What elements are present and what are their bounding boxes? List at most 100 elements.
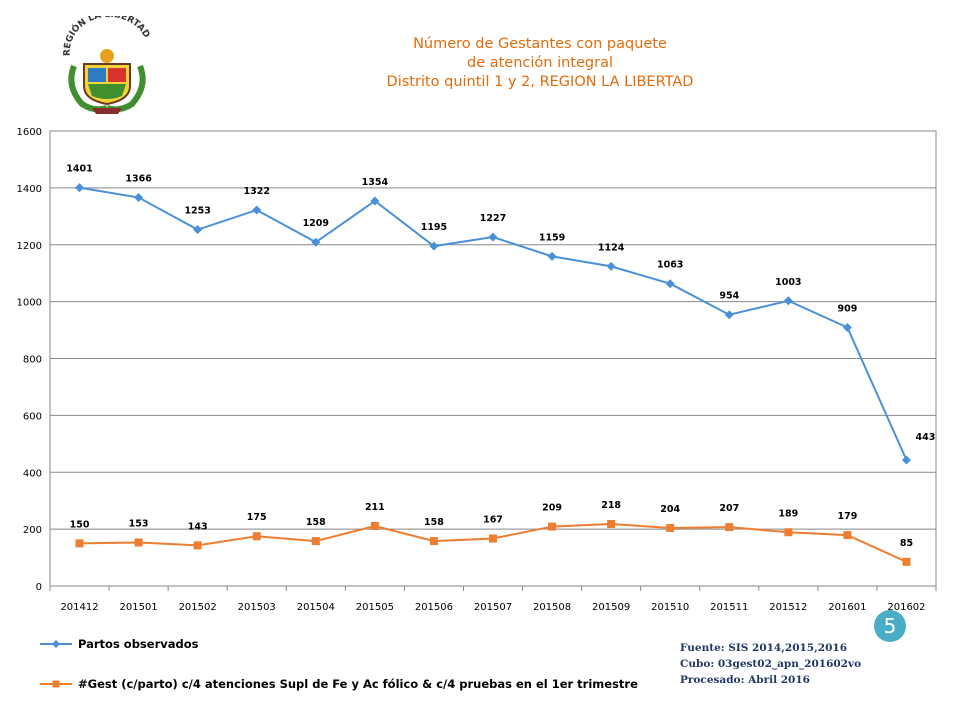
- data-point-series-1: [193, 225, 203, 235]
- data-label-series-2: 179: [837, 511, 857, 522]
- x-tick-label: 201511: [710, 602, 748, 613]
- data-point-series-1: [665, 279, 675, 289]
- data-point-series-1: [901, 455, 911, 465]
- data-point-series-2: [784, 528, 793, 537]
- data-label-series-2: 207: [719, 503, 739, 514]
- data-point-series-1: [311, 237, 321, 247]
- data-label-series-1: 1124: [598, 242, 625, 253]
- data-point-series-2: [902, 557, 911, 566]
- data-label-series-2: 158: [424, 517, 444, 528]
- processed-line: Procesado: Abril 2016: [680, 674, 810, 686]
- data-label-series-1: 1159: [539, 232, 565, 243]
- data-label-series-1: 1322: [244, 186, 270, 197]
- data-label-series-2: 150: [70, 519, 90, 530]
- x-tick-label: 201509: [592, 602, 630, 613]
- chart-title-line3: Distrito quintil 1 y 2, REGION LA LIBERT…: [386, 74, 694, 90]
- data-label-series-1: 954: [719, 291, 739, 302]
- y-tick-label: 600: [23, 411, 42, 422]
- legend-marker-diamond-icon: [40, 640, 72, 648]
- x-tick-label: 201504: [297, 602, 335, 613]
- x-tick-label: 201502: [179, 602, 217, 613]
- y-tick-label: 200: [23, 525, 42, 536]
- y-tick-label: 1000: [17, 298, 42, 309]
- data-label-series-2: 189: [778, 508, 798, 519]
- data-label-series-2: 209: [542, 503, 562, 514]
- data-label-series-2: 143: [188, 521, 208, 532]
- data-point-series-1: [842, 323, 852, 333]
- data-point-series-2: [311, 537, 320, 546]
- data-point-series-2: [429, 537, 438, 546]
- y-tick-label: 1400: [17, 184, 42, 195]
- data-label-series-2: 218: [601, 500, 621, 511]
- y-tick-label: 1600: [17, 127, 42, 138]
- x-tick-label: 201602: [887, 602, 925, 613]
- data-point-series-2: [252, 532, 261, 541]
- line-chart: 0 200 400 600 800 1000 1200 1400 1600 201412 20150…: [17, 127, 937, 613]
- data-point-series-2: [489, 534, 497, 543]
- data-point-series-1: [547, 251, 557, 261]
- data-point-series-1: [252, 205, 262, 215]
- data-label-series-2: 175: [247, 512, 267, 523]
- x-tick-label: 201507: [474, 602, 512, 613]
- data-label-series-1: 1227: [480, 213, 506, 224]
- plot-area: [49, 130, 937, 587]
- x-tick-label: 201601: [828, 602, 866, 613]
- region-la-libertad-logo: REGIÓN LA LIBERTAD: [63, 16, 151, 114]
- data-label-series-2: 85: [900, 538, 913, 549]
- y-tick-label: 400: [23, 468, 42, 479]
- data-label-series-1: 1366: [125, 174, 152, 185]
- data-point-series-2: [725, 523, 734, 532]
- x-tick-label: 201505: [356, 602, 394, 613]
- data-point-series-2: [134, 538, 143, 547]
- y-tick-label: 800: [23, 355, 42, 366]
- x-tick-label: 201508: [533, 602, 571, 613]
- data-point-series-2: [666, 523, 675, 532]
- x-tick-label: 201506: [415, 602, 453, 613]
- legend-label-series-2: #Gest (c/parto) c/4 atenciones Supl de F…: [78, 677, 638, 691]
- series-line-1: [79, 186, 908, 461]
- legend-item-series-2: #Gest (c/parto) c/4 atenciones Supl de F…: [40, 677, 638, 691]
- data-point-series-2: [193, 541, 202, 550]
- data-point-series-1: [783, 296, 793, 306]
- chart-title-line1: Número de Gestantes con paquete: [413, 36, 667, 52]
- data-label-series-2: 153: [129, 518, 149, 529]
- data-label-series-1: 909: [837, 304, 857, 315]
- x-tick-label: 201510: [651, 602, 689, 613]
- data-point-series-1: [429, 241, 439, 251]
- data-label-series-2: 204: [660, 504, 680, 515]
- data-point-series-2: [370, 521, 379, 530]
- data-point-series-1: [724, 310, 734, 320]
- data-label-series-1: 1063: [657, 260, 683, 271]
- data-label-series-1: 1195: [421, 222, 447, 233]
- data-label-series-1: 1003: [775, 277, 801, 288]
- data-label-series-1: 1401: [66, 164, 92, 175]
- data-point-series-2: [75, 539, 84, 548]
- chart-title-line2: de atención integral: [467, 55, 613, 71]
- legend-label-series-1: Partos observados: [78, 637, 199, 651]
- data-label-series-1: 443: [916, 432, 936, 443]
- cube-line: Cubo: 03gest02_apn_201602vo: [680, 658, 862, 670]
- x-tick-label: 201512: [769, 602, 807, 613]
- data-label-series-2: 167: [483, 515, 503, 526]
- x-tick-label: 201501: [120, 602, 158, 613]
- legend-marker-square-icon: [40, 680, 72, 688]
- data-point-series-1: [488, 232, 498, 242]
- data-label-series-1: 1209: [303, 218, 329, 229]
- x-tick-label: 201503: [238, 602, 276, 613]
- x-tick-label: 201412: [60, 602, 98, 613]
- data-point-series-2: [843, 531, 852, 540]
- data-point-series-1: [606, 261, 616, 271]
- data-point-series-1: [134, 193, 144, 203]
- data-label-series-2: 158: [306, 517, 326, 528]
- data-label-series-1: 1354: [362, 177, 389, 188]
- data-label-series-1: 1253: [184, 206, 210, 217]
- y-tick-label: 1200: [17, 241, 42, 252]
- legend-item-series-1: Partos observados: [40, 637, 198, 651]
- data-label-series-2: 211: [365, 502, 385, 513]
- page-number-badge: 5: [874, 610, 906, 642]
- y-tick-label: 0: [36, 582, 42, 593]
- source-line: Fuente: SIS 2014,2015,2016: [680, 642, 847, 654]
- data-point-series-1: [370, 196, 380, 206]
- data-point-series-1: [75, 183, 85, 193]
- data-point-series-2: [548, 522, 557, 531]
